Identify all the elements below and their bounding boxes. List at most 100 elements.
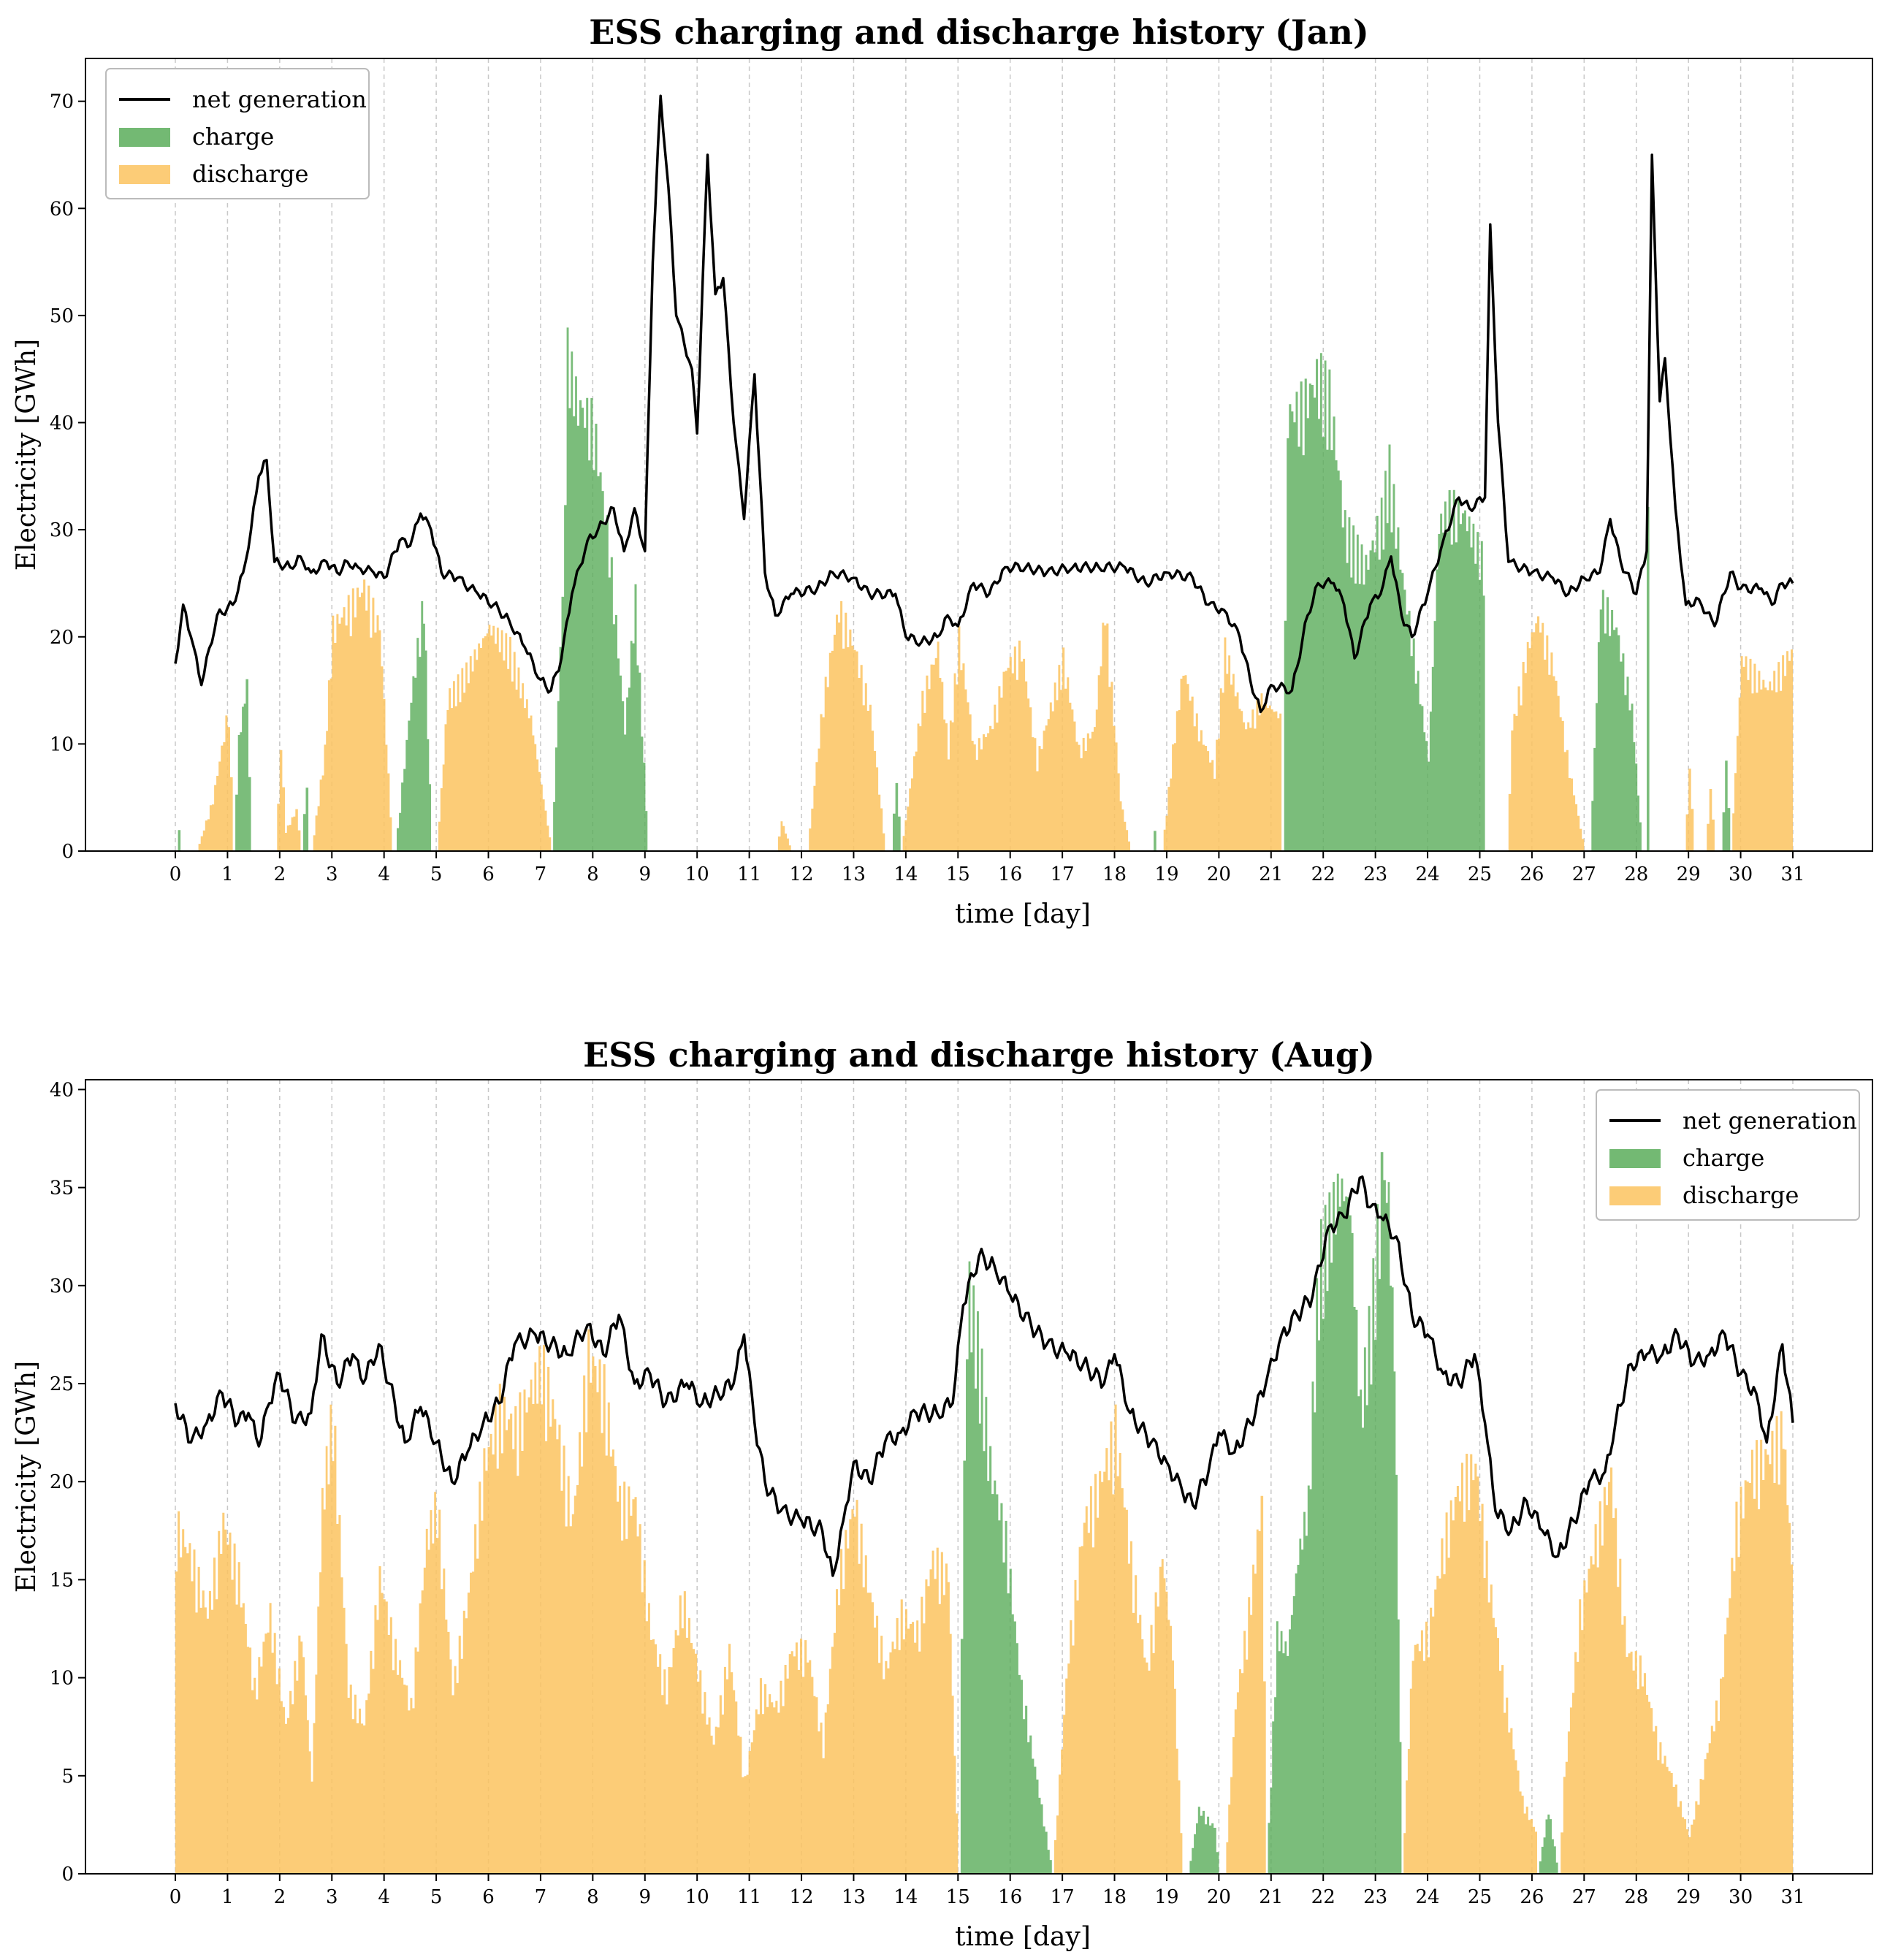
chart-panel-1: ESS charging and discharge history (Jan)…: [12, 12, 1873, 929]
discharge-area-segment: [900, 622, 1130, 851]
x-tick-label: 15: [946, 863, 970, 885]
y-tick-label: 70: [50, 91, 74, 113]
charge-area-segment: [1720, 760, 1731, 851]
discharge-area-segment: [274, 750, 301, 851]
x-tick-label: 4: [378, 863, 390, 885]
x-tick-label: 10: [685, 863, 709, 885]
charge-area-segment: [300, 788, 309, 851]
y-axis-label: Electricity [GWh]: [12, 339, 42, 571]
y-axis-label: Electricity [GWh]: [12, 1361, 42, 1593]
discharge-area-segment: [775, 821, 791, 851]
x-tick-label: 29: [1677, 863, 1701, 885]
x-tick-label: 30: [1729, 863, 1753, 885]
x-tick-label: 19: [1154, 1886, 1178, 1908]
x-tick-label: 18: [1102, 1886, 1127, 1908]
x-tick-label: 24: [1416, 1886, 1440, 1908]
legend-label: discharge: [1683, 1181, 1799, 1209]
charge-area-segment: [1644, 506, 1650, 851]
charge-area-segment: [175, 830, 181, 851]
x-tick-label: 14: [893, 1886, 918, 1908]
plot-frame: [85, 1079, 1873, 1875]
x-axis-label: time [day]: [955, 899, 1091, 929]
plot-frame: [85, 58, 1873, 852]
y-tick-label: 50: [50, 305, 74, 327]
x-tick-label: 31: [1780, 863, 1805, 885]
y-tick-label: 30: [50, 519, 74, 541]
x-tick-label: 1: [221, 863, 234, 885]
areas: [175, 1152, 1793, 1874]
x-tick-label: 29: [1677, 1886, 1701, 1908]
x-tick-label: 16: [998, 1886, 1022, 1908]
x-tick-label: 8: [587, 1886, 599, 1908]
x-tick-label: 9: [639, 1886, 652, 1908]
x-tick-label: 4: [378, 1886, 390, 1908]
x-tick-label: 27: [1572, 863, 1596, 885]
legend-box: [105, 68, 370, 199]
x-tick-label: 22: [1311, 1886, 1335, 1908]
charge-area-segment: [1589, 590, 1642, 851]
x-tick-label: 10: [685, 1886, 709, 1908]
x-tick-label: 2: [274, 1886, 286, 1908]
charge-area-segment: [1151, 831, 1157, 851]
y-tick-label: 10: [50, 733, 74, 755]
y-axis-ticks: 0 10 20 30 40 50 60 70: [50, 91, 85, 863]
x-tick-label: 18: [1102, 863, 1127, 885]
x-tick-label: 30: [1729, 1886, 1753, 1908]
discharge-area-segment: [1224, 1495, 1266, 1874]
x-tick-label: 16: [998, 863, 1022, 885]
x-tick-label: 1: [221, 1886, 234, 1908]
x-tick-label: 17: [1051, 1886, 1075, 1908]
y-tick-label: 0: [61, 841, 74, 863]
y-tick-label: 10: [50, 1668, 74, 1690]
charge-area-segment: [958, 1261, 1052, 1874]
charge-area-segment: [232, 679, 251, 851]
legend-swatch-discharge: [1609, 1186, 1661, 1205]
x-tick-label: 7: [535, 863, 547, 885]
y-tick-label: 25: [50, 1373, 74, 1395]
y-tick-label: 30: [50, 1275, 74, 1297]
discharge-area-segment: [310, 579, 392, 851]
legend-label: charge: [192, 123, 274, 150]
legend: net generation charge discharge: [1596, 1089, 1860, 1221]
y-tick-label: 15: [50, 1569, 74, 1591]
discharge-area-segment: [1704, 789, 1715, 851]
x-axis-ticks: 0 1 2 3 4 5 6 7 8 9 10 11 12 13 14 15 16 17 18 19 20 21 22 23 24…: [169, 1874, 1805, 1908]
discharge-area-segment: [175, 1329, 959, 1874]
charge-area-segment: [551, 327, 648, 851]
y-tick-label: 40: [50, 413, 74, 435]
x-tick-label: 7: [535, 1886, 547, 1908]
x-tick-label: 25: [1468, 1886, 1492, 1908]
discharge-area-segment: [1558, 1411, 1793, 1874]
legend: net generation charge discharge: [105, 68, 370, 199]
x-tick-label: 21: [1259, 1886, 1283, 1908]
discharge-area-segment: [1051, 1404, 1183, 1874]
chart-title: ESS charging and discharge history (Aug): [583, 1035, 1375, 1075]
discharge-area-segment: [1161, 637, 1282, 851]
x-tick-label: 2: [274, 863, 286, 885]
x-tick-label: 9: [639, 863, 652, 885]
x-tick-label: 26: [1520, 863, 1544, 885]
areas: [175, 327, 1793, 851]
legend-box: [1596, 1089, 1860, 1221]
discharge-area-segment: [807, 600, 885, 851]
x-axis-ticks: 0 1 2 3 4 5 6 7 8 9 10 11 12 13 14 15 16 17 18 19 20 21 22 23 24…: [169, 851, 1805, 885]
x-tick-label: 25: [1468, 863, 1492, 885]
x-tick-label: 5: [430, 1886, 443, 1908]
x-tick-label: 31: [1780, 1886, 1805, 1908]
x-tick-label: 13: [842, 1886, 866, 1908]
x-tick-label: 21: [1259, 863, 1283, 885]
x-tick-label: 5: [430, 863, 443, 885]
legend-label: net generation: [1683, 1107, 1857, 1135]
x-tick-label: 12: [789, 863, 813, 885]
x-tick-label: 0: [169, 863, 182, 885]
x-tick-label: 24: [1416, 863, 1440, 885]
charge-area-segment: [1187, 1807, 1219, 1874]
x-tick-label: 11: [737, 863, 761, 885]
x-tick-label: 20: [1207, 863, 1231, 885]
y-tick-label: 60: [50, 198, 74, 220]
x-tick-label: 26: [1520, 1886, 1544, 1908]
charge-area-segment: [1265, 1152, 1402, 1874]
legend-label: net generation: [192, 85, 367, 113]
x-tick-label: 11: [737, 1886, 761, 1908]
